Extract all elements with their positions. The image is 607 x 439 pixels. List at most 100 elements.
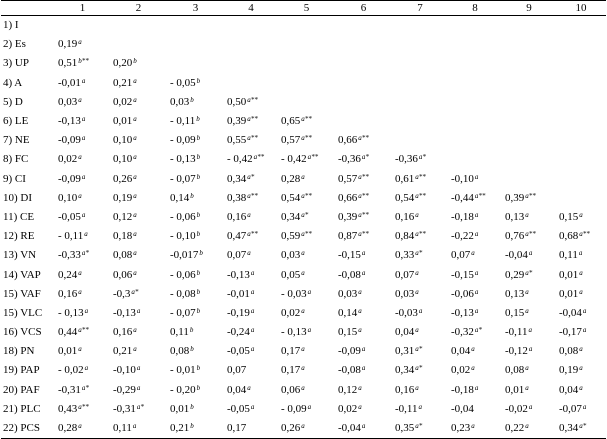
row-label: 12) RE bbox=[3, 230, 35, 243]
cell-superscript: a bbox=[136, 364, 141, 373]
cell-value: 0,11 bbox=[559, 249, 578, 262]
table-cell bbox=[556, 189, 606, 208]
cell-value: -0,10 bbox=[451, 172, 474, 185]
table-cell: -0,15a bbox=[448, 265, 502, 284]
cell-value: 0,39 bbox=[227, 115, 247, 128]
cell-superscript: a bbox=[579, 383, 583, 392]
table-cell: - 0,10b bbox=[167, 227, 224, 246]
cell-superscript: a** bbox=[301, 134, 312, 143]
cell-value: 0,13 bbox=[505, 210, 525, 223]
table-cell: 0,12a bbox=[110, 208, 167, 227]
row-label: 20) PAF bbox=[3, 383, 40, 396]
table-cell bbox=[556, 74, 606, 93]
cell-value: 0,17 bbox=[281, 345, 301, 358]
column-header-6: 6 bbox=[335, 0, 392, 16]
cell-value: -0,04 bbox=[338, 422, 361, 435]
table-cell: -0,36a* bbox=[392, 150, 448, 169]
cell-value: -0,24 bbox=[227, 326, 250, 339]
cell-value: - 0,05 bbox=[170, 76, 196, 89]
cell-value: 0,01 bbox=[505, 383, 525, 396]
table-cell: -0,04a bbox=[556, 304, 606, 323]
column-header-3: 3 bbox=[167, 0, 224, 16]
table-cell: 0,03a bbox=[392, 285, 448, 304]
cell-superscript: b bbox=[196, 76, 201, 85]
table-cell bbox=[502, 170, 556, 189]
table-cell: -0,31a* bbox=[55, 381, 110, 400]
table-cell: -0,07a bbox=[556, 400, 606, 419]
row-label: 11) CE bbox=[3, 210, 35, 223]
cell-superscript: a bbox=[81, 172, 86, 181]
table-cell bbox=[224, 35, 278, 54]
table-cell: 0,02a bbox=[278, 304, 335, 323]
cell-superscript: a bbox=[81, 210, 86, 219]
table-cell bbox=[335, 74, 392, 93]
cell-superscript: b bbox=[196, 383, 201, 392]
cell-value: 0,66 bbox=[338, 191, 358, 204]
table-cell: 0,02a bbox=[55, 150, 110, 169]
table-cell: 0,17a bbox=[278, 342, 335, 361]
cell-superscript: a bbox=[474, 268, 479, 277]
cell-superscript: a bbox=[247, 249, 251, 258]
table-cell bbox=[335, 54, 392, 73]
cell-superscript: a bbox=[418, 402, 423, 411]
cell-value: 0,22 bbox=[505, 422, 525, 435]
table-cell: 0,06a bbox=[278, 381, 335, 400]
cell-value: 0,11 bbox=[170, 326, 189, 339]
cell-value: -0,09 bbox=[58, 172, 81, 185]
cell-value: 0,59 bbox=[281, 230, 301, 243]
cell-superscript: a bbox=[415, 268, 419, 277]
table-cell: 0,65a** bbox=[278, 112, 335, 131]
table-cell: 0,66a** bbox=[335, 131, 392, 150]
cell-superscript: a bbox=[528, 402, 533, 411]
cell-value: -0,05 bbox=[227, 402, 250, 415]
table-cell: -0,08a bbox=[335, 361, 392, 380]
table-cell: 0,43a** bbox=[55, 400, 110, 419]
table-cell: 0,16a bbox=[392, 381, 448, 400]
cell-value: 0,02 bbox=[113, 95, 133, 108]
table-cell: -0,13a bbox=[110, 304, 167, 323]
table-cell: 0,04a bbox=[224, 381, 278, 400]
row-label: 9) CI bbox=[3, 172, 26, 185]
table-cell: 0,16a bbox=[224, 208, 278, 227]
table-cell: 0,13a bbox=[502, 208, 556, 227]
table-cell: -0,03a bbox=[392, 304, 448, 323]
table-cell: - 0,01b bbox=[167, 361, 224, 380]
cell-superscript: a bbox=[301, 383, 305, 392]
table-cell bbox=[392, 131, 448, 150]
cell-value: 0,44 bbox=[58, 326, 78, 339]
cell-value: 0,01 bbox=[559, 287, 579, 300]
cell-value: -0,44 bbox=[451, 191, 474, 204]
cell-superscript: a bbox=[133, 134, 137, 143]
cell-superscript: a bbox=[250, 345, 255, 354]
cell-superscript: a bbox=[415, 383, 419, 392]
table-cell: 0,21a bbox=[110, 74, 167, 93]
cell-superscript: a** bbox=[358, 210, 369, 219]
column-header-8: 8 bbox=[448, 0, 502, 16]
cell-value: -0,07 bbox=[559, 402, 582, 415]
cell-superscript: a bbox=[528, 345, 533, 354]
table-cell bbox=[335, 93, 392, 112]
cell-value: -0,04 bbox=[559, 306, 582, 319]
cell-superscript: a bbox=[582, 306, 587, 315]
table-cell: 0,57a** bbox=[335, 170, 392, 189]
table-cell: 0,59a** bbox=[278, 227, 335, 246]
cell-superscript: a bbox=[474, 210, 479, 219]
cell-superscript: a bbox=[78, 153, 82, 162]
cell-value: 0,68 bbox=[559, 230, 579, 243]
table-row: 6) LE -0,13a 0,01a - 0,11b 0,39a** 0,65a** bbox=[1, 112, 606, 131]
table-cell bbox=[278, 93, 335, 112]
cell-value: -0,13 bbox=[227, 268, 250, 281]
cell-value: -0,08 bbox=[338, 364, 361, 377]
cell-superscript: a bbox=[307, 326, 312, 335]
cell-value: -0,09 bbox=[338, 345, 361, 358]
table-cell: 0,13a bbox=[502, 285, 556, 304]
cell-value: -0,29 bbox=[113, 383, 136, 396]
cell-superscript: a bbox=[525, 422, 529, 431]
table-cell: 0,23a bbox=[448, 418, 502, 439]
cell-value: -0,09 bbox=[58, 134, 81, 147]
cell-value: 0,06 bbox=[113, 268, 133, 281]
cell-superscript: a** bbox=[247, 115, 258, 124]
cell-superscript: a bbox=[418, 306, 423, 315]
table-row: 14) VAP 0,24a 0,06a - 0,06b -0,13a 0,05a -0,08… bbox=[1, 265, 606, 284]
cell-superscript: b bbox=[190, 422, 194, 431]
